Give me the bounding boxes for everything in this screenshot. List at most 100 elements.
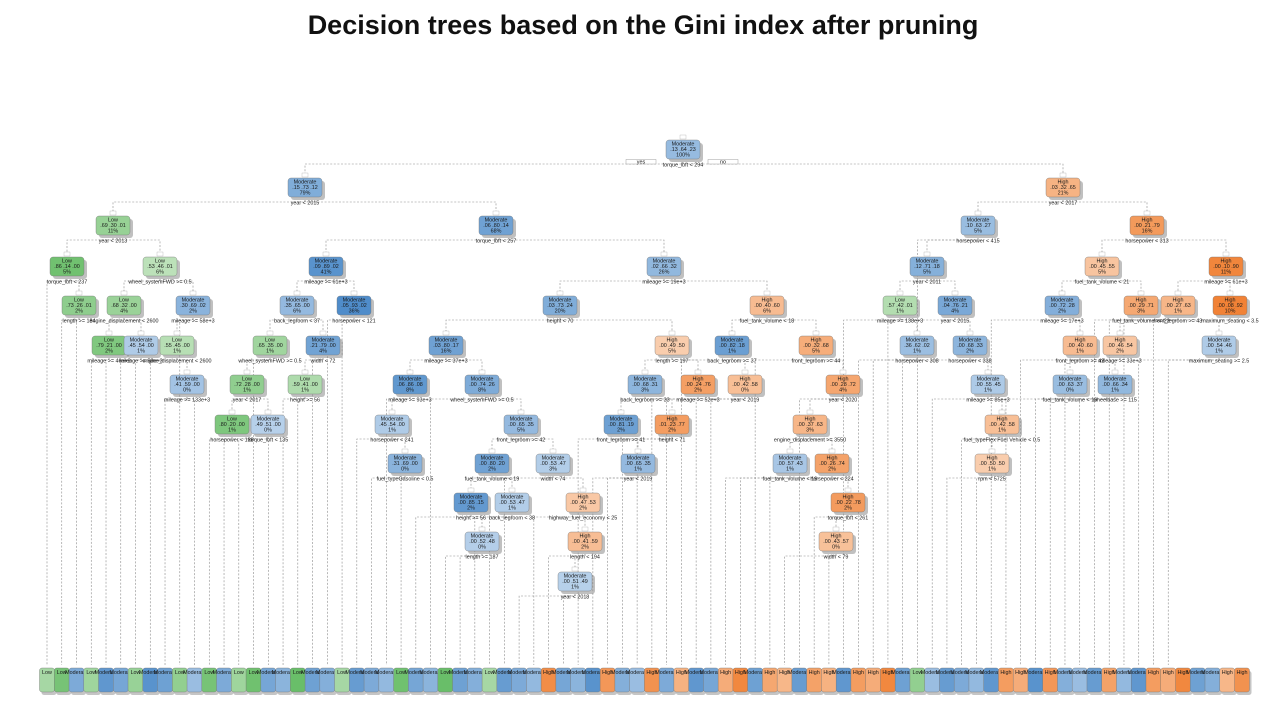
- leaf-class-label: Moderate: [611, 670, 634, 676]
- node-split-rule: height < 71: [659, 438, 686, 444]
- node-class-label: Moderate: [906, 338, 929, 344]
- tree-node: Moderate.00 .66 .341% wheelbase >= 115: [1092, 369, 1137, 404]
- node-probs: .06 .86 .08: [397, 382, 422, 388]
- node-split-rule: year < 2015: [291, 201, 320, 207]
- node-split-rule: width < 74: [540, 477, 566, 483]
- node-percent: 1%: [896, 309, 904, 315]
- node-probs: .02 .66 .32: [651, 264, 676, 270]
- leaf-node: Moderate: [154, 667, 176, 695]
- tree-node: Moderate.06 .86 .088% mileage >= 93e+3: [388, 369, 432, 404]
- node-split-rule: back_legroom < 38: [489, 516, 535, 522]
- leaf-edge: [902, 358, 971, 665]
- node-box: [882, 295, 918, 316]
- node-box: [503, 414, 539, 435]
- node-split-rule: mileage >= 61e+3: [1204, 280, 1247, 286]
- tree-node: Moderate.49 .51 .000% torque_lbft < 135: [248, 409, 288, 444]
- leaf-class-label: Moderate: [655, 670, 678, 676]
- node-probs: .73 .26 .01: [66, 303, 91, 309]
- leaf-node: Low: [481, 667, 500, 695]
- tree-node: Moderate.45 .54 .001% horsepower < 241: [370, 409, 414, 444]
- tree-node: Moderate.00 .85 .152% height >= 56: [453, 487, 491, 522]
- node-number-box: [1058, 290, 1066, 296]
- node-probs: .00 .65 .35: [625, 461, 650, 467]
- node-percent: 11%: [108, 229, 119, 235]
- node-percent: 2%: [617, 428, 625, 434]
- node-probs: .68 .32 .00: [111, 303, 136, 309]
- tree-leaves: Low LowModerateLowModerateModerateLowMode…: [39, 667, 1252, 695]
- leaf-class-label: High: [602, 670, 613, 676]
- node-box: [494, 492, 530, 513]
- node-percent: 1%: [634, 467, 642, 473]
- node-number-box: [966, 330, 974, 336]
- leaf-node: High: [732, 667, 750, 695]
- node-probs: .00 .42 .58: [732, 382, 757, 388]
- node-percent: 36%: [349, 309, 360, 315]
- node-class-label: Moderate: [257, 417, 280, 423]
- node-number-box: [478, 369, 486, 375]
- node-number-box: [1143, 210, 1151, 216]
- node-split-rule: mileage >= 85e+3: [966, 398, 1009, 404]
- node-class-label: Moderate: [634, 377, 657, 383]
- node-number-box: [120, 290, 128, 296]
- node-number-box: [350, 290, 358, 296]
- node-probs: .00 .29 .71: [1128, 303, 1153, 309]
- node-box: [899, 335, 935, 356]
- node-split-rule: mileage >= 46e+3: [87, 359, 130, 365]
- node-box: [214, 414, 250, 435]
- node-percent: 21%: [1058, 191, 1069, 197]
- node-class-label: Moderate: [435, 338, 458, 344]
- leaf-node: Moderate: [316, 667, 339, 695]
- node-split-rule: year < 2018: [561, 595, 590, 601]
- node-percent: 0%: [401, 467, 409, 473]
- tree-edge: [559, 318, 673, 333]
- node-probs: .00 .54 .46: [1206, 343, 1231, 349]
- leaf-node: Moderate: [1083, 667, 1106, 695]
- leaf-class-label: Moderate: [272, 670, 295, 676]
- node-number-box: [1222, 251, 1230, 257]
- leaf-node: Moderate: [1113, 667, 1135, 695]
- leaf-class-label: Moderate: [257, 670, 280, 676]
- node-class-label: High: [692, 377, 703, 383]
- node-number-box: [1076, 330, 1084, 336]
- node-box: [565, 492, 601, 513]
- node-probs: .01 .23 .77: [659, 422, 684, 428]
- node-split-rule: torque_lbft < 237: [47, 280, 88, 286]
- node-number-box: [679, 134, 687, 140]
- leaf-edge: [740, 476, 791, 665]
- yes-text: yes: [637, 159, 646, 165]
- leaf-node: Moderate: [744, 667, 767, 695]
- node-box: [392, 374, 428, 395]
- tree-edge: [682, 162, 1064, 175]
- leaf-node: Moderate: [257, 667, 280, 695]
- node-class-label: Moderate: [1208, 338, 1231, 344]
- leaf-edge: [1108, 318, 1179, 665]
- leaf-edge: [1035, 397, 1071, 665]
- node-percent: 100%: [676, 153, 690, 159]
- node-box: [814, 453, 850, 474]
- leaf-class-label: Moderate: [213, 670, 236, 676]
- node-class-label: Moderate: [460, 495, 483, 501]
- node-split-rule: year < 2017: [233, 398, 262, 404]
- node-number-box: [728, 330, 736, 336]
- node-split-rule: length >= 187: [466, 555, 499, 561]
- node-percent: 11%: [1221, 270, 1232, 276]
- leaf-class-label: Moderate: [345, 670, 368, 676]
- node-box: [453, 492, 489, 513]
- node-class-label: Moderate: [916, 259, 939, 265]
- node-class-label: Low: [108, 218, 118, 224]
- node-class-label: Moderate: [959, 338, 982, 344]
- leaf-node: Moderate: [272, 667, 295, 695]
- node-box: [792, 414, 828, 435]
- node-class-label: High: [579, 534, 590, 540]
- leaf-edge: [105, 358, 110, 665]
- tree-edge: [325, 238, 497, 254]
- tree-node: Low.55 .45 .001% engine_displacement < 26…: [142, 330, 212, 365]
- node-probs: .69 .30 .01: [100, 223, 125, 229]
- node-class-label: Moderate: [564, 574, 587, 580]
- leaf-class-label: High: [676, 670, 687, 676]
- leaf-edge: [548, 554, 586, 665]
- leaf-edge: [843, 318, 901, 665]
- node-probs: .00 .53 .47: [499, 500, 524, 506]
- leaf-edge: [813, 515, 849, 665]
